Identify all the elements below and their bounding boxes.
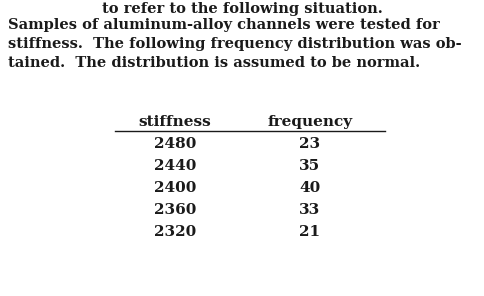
Text: 2400: 2400 — [153, 181, 196, 195]
Text: to refer to the following situation.: to refer to the following situation. — [102, 2, 381, 16]
Text: 40: 40 — [299, 181, 320, 195]
Text: 35: 35 — [299, 159, 320, 173]
Text: stiffness.  The following frequency distribution was ob-: stiffness. The following frequency distr… — [8, 37, 461, 51]
Text: 23: 23 — [299, 137, 320, 151]
Text: 33: 33 — [299, 203, 320, 217]
Text: tained.  The distribution is assumed to be normal.: tained. The distribution is assumed to b… — [8, 56, 419, 70]
Text: stiffness: stiffness — [138, 115, 211, 129]
Text: frequency: frequency — [267, 115, 352, 129]
Text: 2320: 2320 — [153, 225, 196, 239]
Text: 2440: 2440 — [153, 159, 196, 173]
Text: 2480: 2480 — [153, 137, 196, 151]
Text: Samples of aluminum-alloy channels were tested for: Samples of aluminum-alloy channels were … — [8, 18, 439, 32]
Text: 2360: 2360 — [153, 203, 196, 217]
Text: 21: 21 — [299, 225, 320, 239]
